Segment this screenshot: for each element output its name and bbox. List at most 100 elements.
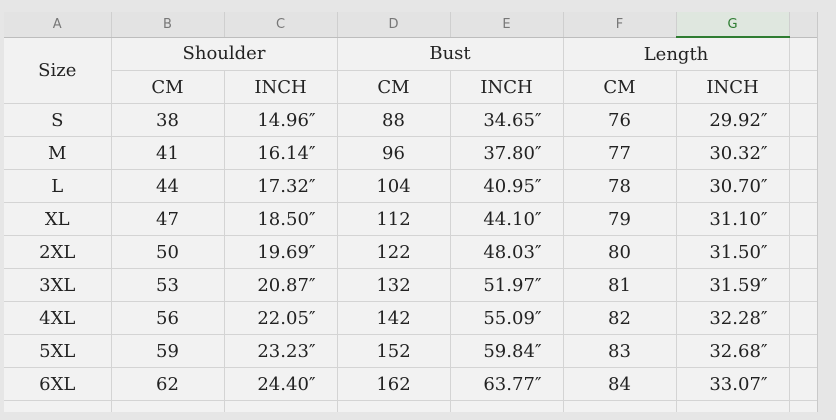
- value-cell[interactable]: 32.28″: [676, 301, 790, 335]
- value-cell[interactable]: 56: [111, 301, 225, 335]
- value-cell[interactable]: 142: [337, 301, 451, 335]
- size-cell[interactable]: 3XL: [4, 268, 112, 302]
- value-cell[interactable]: 80: [563, 235, 677, 269]
- value-cell[interactable]: 96: [337, 136, 451, 170]
- value-cell[interactable]: 50: [111, 235, 225, 269]
- value-cell[interactable]: 55.09″: [450, 301, 564, 335]
- inch-value: 44.10″: [483, 208, 542, 230]
- value-cell[interactable]: 162: [337, 367, 451, 401]
- value-cell[interactable]: 77: [563, 136, 677, 170]
- value-cell[interactable]: 24.40″: [224, 367, 338, 401]
- empty-cell[interactable]: [337, 400, 451, 412]
- empty-cell[interactable]: [111, 400, 225, 412]
- unit-cell[interactable]: CM: [337, 70, 451, 104]
- value-cell[interactable]: 82: [563, 301, 677, 335]
- value-cell[interactable]: 19.69″: [224, 235, 338, 269]
- value-cell[interactable]: 31.10″: [676, 202, 790, 236]
- empty-cell[interactable]: [450, 400, 564, 412]
- value-cell[interactable]: 53: [111, 268, 225, 302]
- value-cell[interactable]: 41: [111, 136, 225, 170]
- inch-value: 55.09″: [483, 307, 542, 329]
- column-header-d[interactable]: D: [337, 12, 451, 38]
- unit-header-row: CM INCH CM INCH CM INCH: [4, 70, 817, 104]
- value-cell[interactable]: 30.32″: [676, 136, 790, 170]
- value-cell[interactable]: 22.05″: [224, 301, 338, 335]
- value-cell[interactable]: 38: [111, 103, 225, 137]
- filler-cell: [789, 334, 817, 368]
- inch-value: 31.10″: [709, 208, 768, 230]
- unit-cell[interactable]: CM: [563, 70, 677, 104]
- filler-cell: [789, 301, 817, 335]
- value-cell[interactable]: 59.84″: [450, 334, 564, 368]
- size-cell[interactable]: 2XL: [4, 235, 112, 269]
- size-cell[interactable]: XL: [4, 202, 112, 236]
- inch-value: 20.87″: [257, 274, 316, 296]
- inch-value: 14.96″: [257, 109, 316, 131]
- value-cell[interactable]: 79: [563, 202, 677, 236]
- value-cell[interactable]: 152: [337, 334, 451, 368]
- column-header-e[interactable]: E: [450, 12, 564, 38]
- inch-value: 32.68″: [709, 340, 768, 362]
- value-cell[interactable]: 81: [563, 268, 677, 302]
- value-cell[interactable]: 59: [111, 334, 225, 368]
- empty-cell[interactable]: [4, 400, 112, 412]
- size-cell[interactable]: M: [4, 136, 112, 170]
- value-cell[interactable]: 62: [111, 367, 225, 401]
- size-cell[interactable]: 6XL: [4, 367, 112, 401]
- value-cell[interactable]: 88: [337, 103, 451, 137]
- value-cell[interactable]: 33.07″: [676, 367, 790, 401]
- value-cell[interactable]: 63.77″: [450, 367, 564, 401]
- unit-cell[interactable]: INCH: [676, 70, 790, 104]
- size-cell[interactable]: 4XL: [4, 301, 112, 335]
- bust-header-cell[interactable]: Bust: [337, 37, 564, 71]
- value-cell[interactable]: 29.92″: [676, 103, 790, 137]
- column-header-g-selected[interactable]: G: [676, 12, 790, 38]
- value-cell[interactable]: 122: [337, 235, 451, 269]
- size-header-cell[interactable]: Size: [4, 37, 112, 104]
- value-cell[interactable]: 44.10″: [450, 202, 564, 236]
- value-cell[interactable]: 17.32″: [224, 169, 338, 203]
- value-cell[interactable]: 51.97″: [450, 268, 564, 302]
- value-cell[interactable]: 14.96″: [224, 103, 338, 137]
- value-cell[interactable]: 112: [337, 202, 451, 236]
- table-row: XL 47 18.50″ 112 44.10″ 79 31.10″: [4, 202, 817, 236]
- value-cell[interactable]: 20.87″: [224, 268, 338, 302]
- size-cell[interactable]: L: [4, 169, 112, 203]
- column-header-a[interactable]: A: [4, 12, 112, 38]
- column-header-f[interactable]: F: [563, 12, 677, 38]
- value-cell[interactable]: 44: [111, 169, 225, 203]
- unit-cell[interactable]: INCH: [224, 70, 338, 104]
- column-header-b[interactable]: B: [111, 12, 225, 38]
- value-cell[interactable]: 37.80″: [450, 136, 564, 170]
- length-header-cell[interactable]: Length: [563, 37, 790, 71]
- empty-cell[interactable]: [563, 400, 677, 412]
- inch-value: 31.50″: [709, 241, 768, 263]
- value-cell[interactable]: 16.14″: [224, 136, 338, 170]
- size-cell[interactable]: 5XL: [4, 334, 112, 368]
- value-cell[interactable]: 104: [337, 169, 451, 203]
- inch-value: 63.77″: [483, 373, 542, 395]
- value-cell[interactable]: 132: [337, 268, 451, 302]
- size-cell[interactable]: S: [4, 103, 112, 137]
- value-cell[interactable]: 32.68″: [676, 334, 790, 368]
- value-cell[interactable]: 47: [111, 202, 225, 236]
- value-cell[interactable]: 34.65″: [450, 103, 564, 137]
- unit-cell[interactable]: CM: [111, 70, 225, 104]
- unit-cell[interactable]: INCH: [450, 70, 564, 104]
- empty-cell[interactable]: [676, 400, 790, 412]
- value-cell[interactable]: 23.23″: [224, 334, 338, 368]
- shoulder-header-cell[interactable]: Shoulder: [111, 37, 338, 71]
- value-cell[interactable]: 18.50″: [224, 202, 338, 236]
- value-cell[interactable]: 84: [563, 367, 677, 401]
- table-row: 4XL 56 22.05″ 142 55.09″ 82 32.28″: [4, 301, 817, 335]
- value-cell[interactable]: 31.50″: [676, 235, 790, 269]
- value-cell[interactable]: 83: [563, 334, 677, 368]
- value-cell[interactable]: 31.59″: [676, 268, 790, 302]
- value-cell[interactable]: 78: [563, 169, 677, 203]
- value-cell[interactable]: 48.03″: [450, 235, 564, 269]
- value-cell[interactable]: 40.95″: [450, 169, 564, 203]
- column-header-c[interactable]: C: [224, 12, 338, 38]
- value-cell[interactable]: 30.70″: [676, 169, 790, 203]
- empty-cell[interactable]: [224, 400, 338, 412]
- value-cell[interactable]: 76: [563, 103, 677, 137]
